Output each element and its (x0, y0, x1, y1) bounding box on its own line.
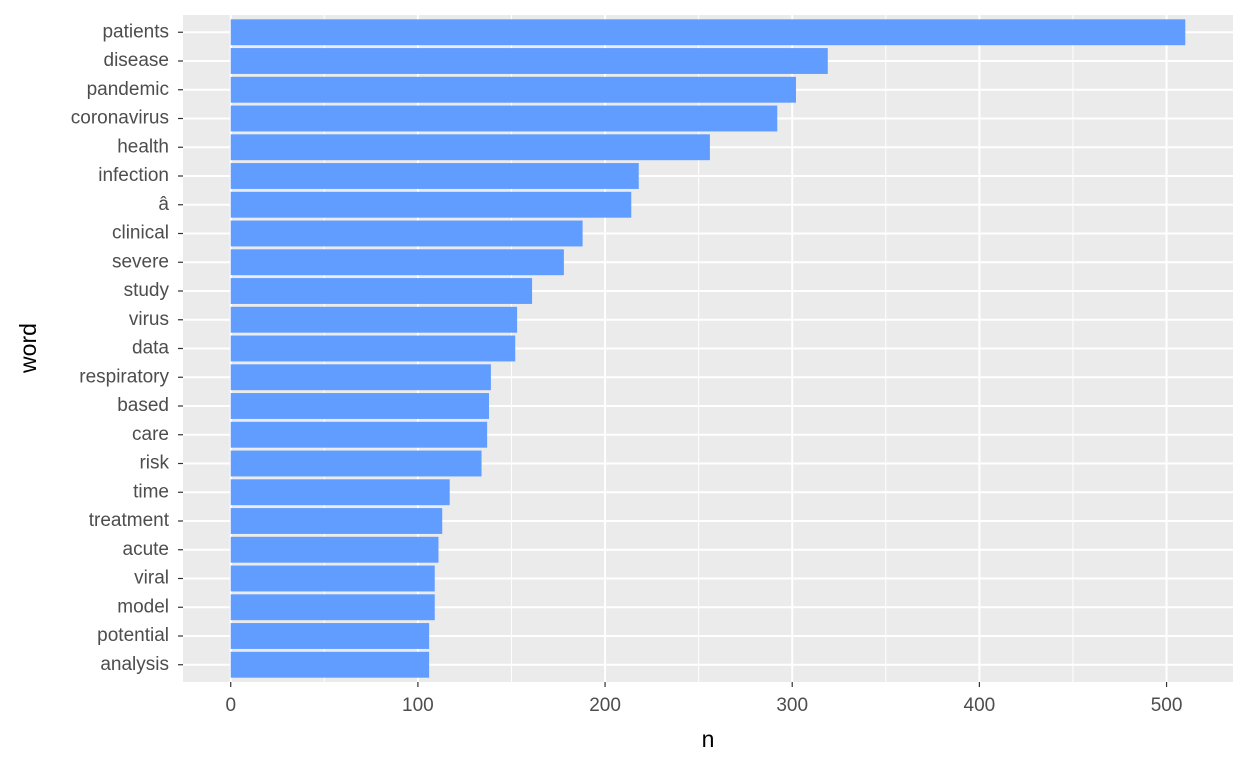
y-tick-label: model (117, 596, 169, 617)
y-tick-label: treatment (89, 510, 170, 531)
bar (230, 364, 491, 391)
bar (230, 623, 430, 649)
bar (230, 163, 639, 189)
y-tick-label: time (133, 481, 169, 502)
y-tick-label: virus (129, 309, 169, 330)
y-tick-label: risk (139, 453, 169, 474)
bar (230, 421, 488, 448)
y-tick-label: viral (134, 568, 169, 589)
bar (230, 191, 632, 218)
y-axis-title: word (15, 323, 41, 374)
y-tick-label: respiratory (79, 366, 169, 387)
y-tick-label: â (158, 194, 169, 215)
y-tick-label: coronavirus (71, 108, 169, 129)
bar (230, 306, 518, 333)
y-tick-label: health (117, 136, 169, 157)
bar (230, 479, 450, 506)
bar (230, 594, 435, 621)
bar (230, 278, 533, 304)
x-axis-title: n (702, 726, 715, 752)
bar (230, 48, 828, 74)
bar (230, 536, 439, 563)
bar (230, 335, 516, 362)
bar (230, 249, 564, 276)
y-tick-label: data (132, 338, 169, 359)
y-tick-label: disease (104, 50, 170, 71)
bar (230, 19, 1186, 46)
bar (230, 565, 435, 592)
y-tick-label: acute (123, 539, 169, 560)
y-tick-label: potential (97, 625, 169, 646)
y-tick-label: pandemic (87, 79, 169, 100)
y-tick-label: infection (98, 165, 169, 186)
x-tick-label: 0 (225, 695, 236, 716)
bar (230, 450, 482, 477)
y-tick-label: care (132, 424, 169, 445)
y-tick-label: based (117, 395, 169, 416)
x-tick-label: 100 (402, 695, 434, 716)
bar (230, 134, 710, 161)
y-tick-label: clinical (112, 223, 169, 244)
x-tick-label: 500 (1151, 695, 1183, 716)
x-tick-label: 400 (964, 695, 996, 716)
bar (230, 76, 796, 103)
x-tick-label: 200 (589, 695, 621, 716)
bar (230, 105, 778, 132)
bar (230, 393, 490, 419)
y-tick-label: study (124, 280, 170, 301)
y-tick-label: severe (112, 251, 169, 272)
y-tick-label: analysis (100, 654, 169, 675)
x-tick-label: 300 (776, 695, 808, 716)
y-tick-label: patients (102, 21, 169, 42)
bar (230, 508, 443, 534)
bar (230, 651, 430, 678)
bar (230, 220, 583, 247)
